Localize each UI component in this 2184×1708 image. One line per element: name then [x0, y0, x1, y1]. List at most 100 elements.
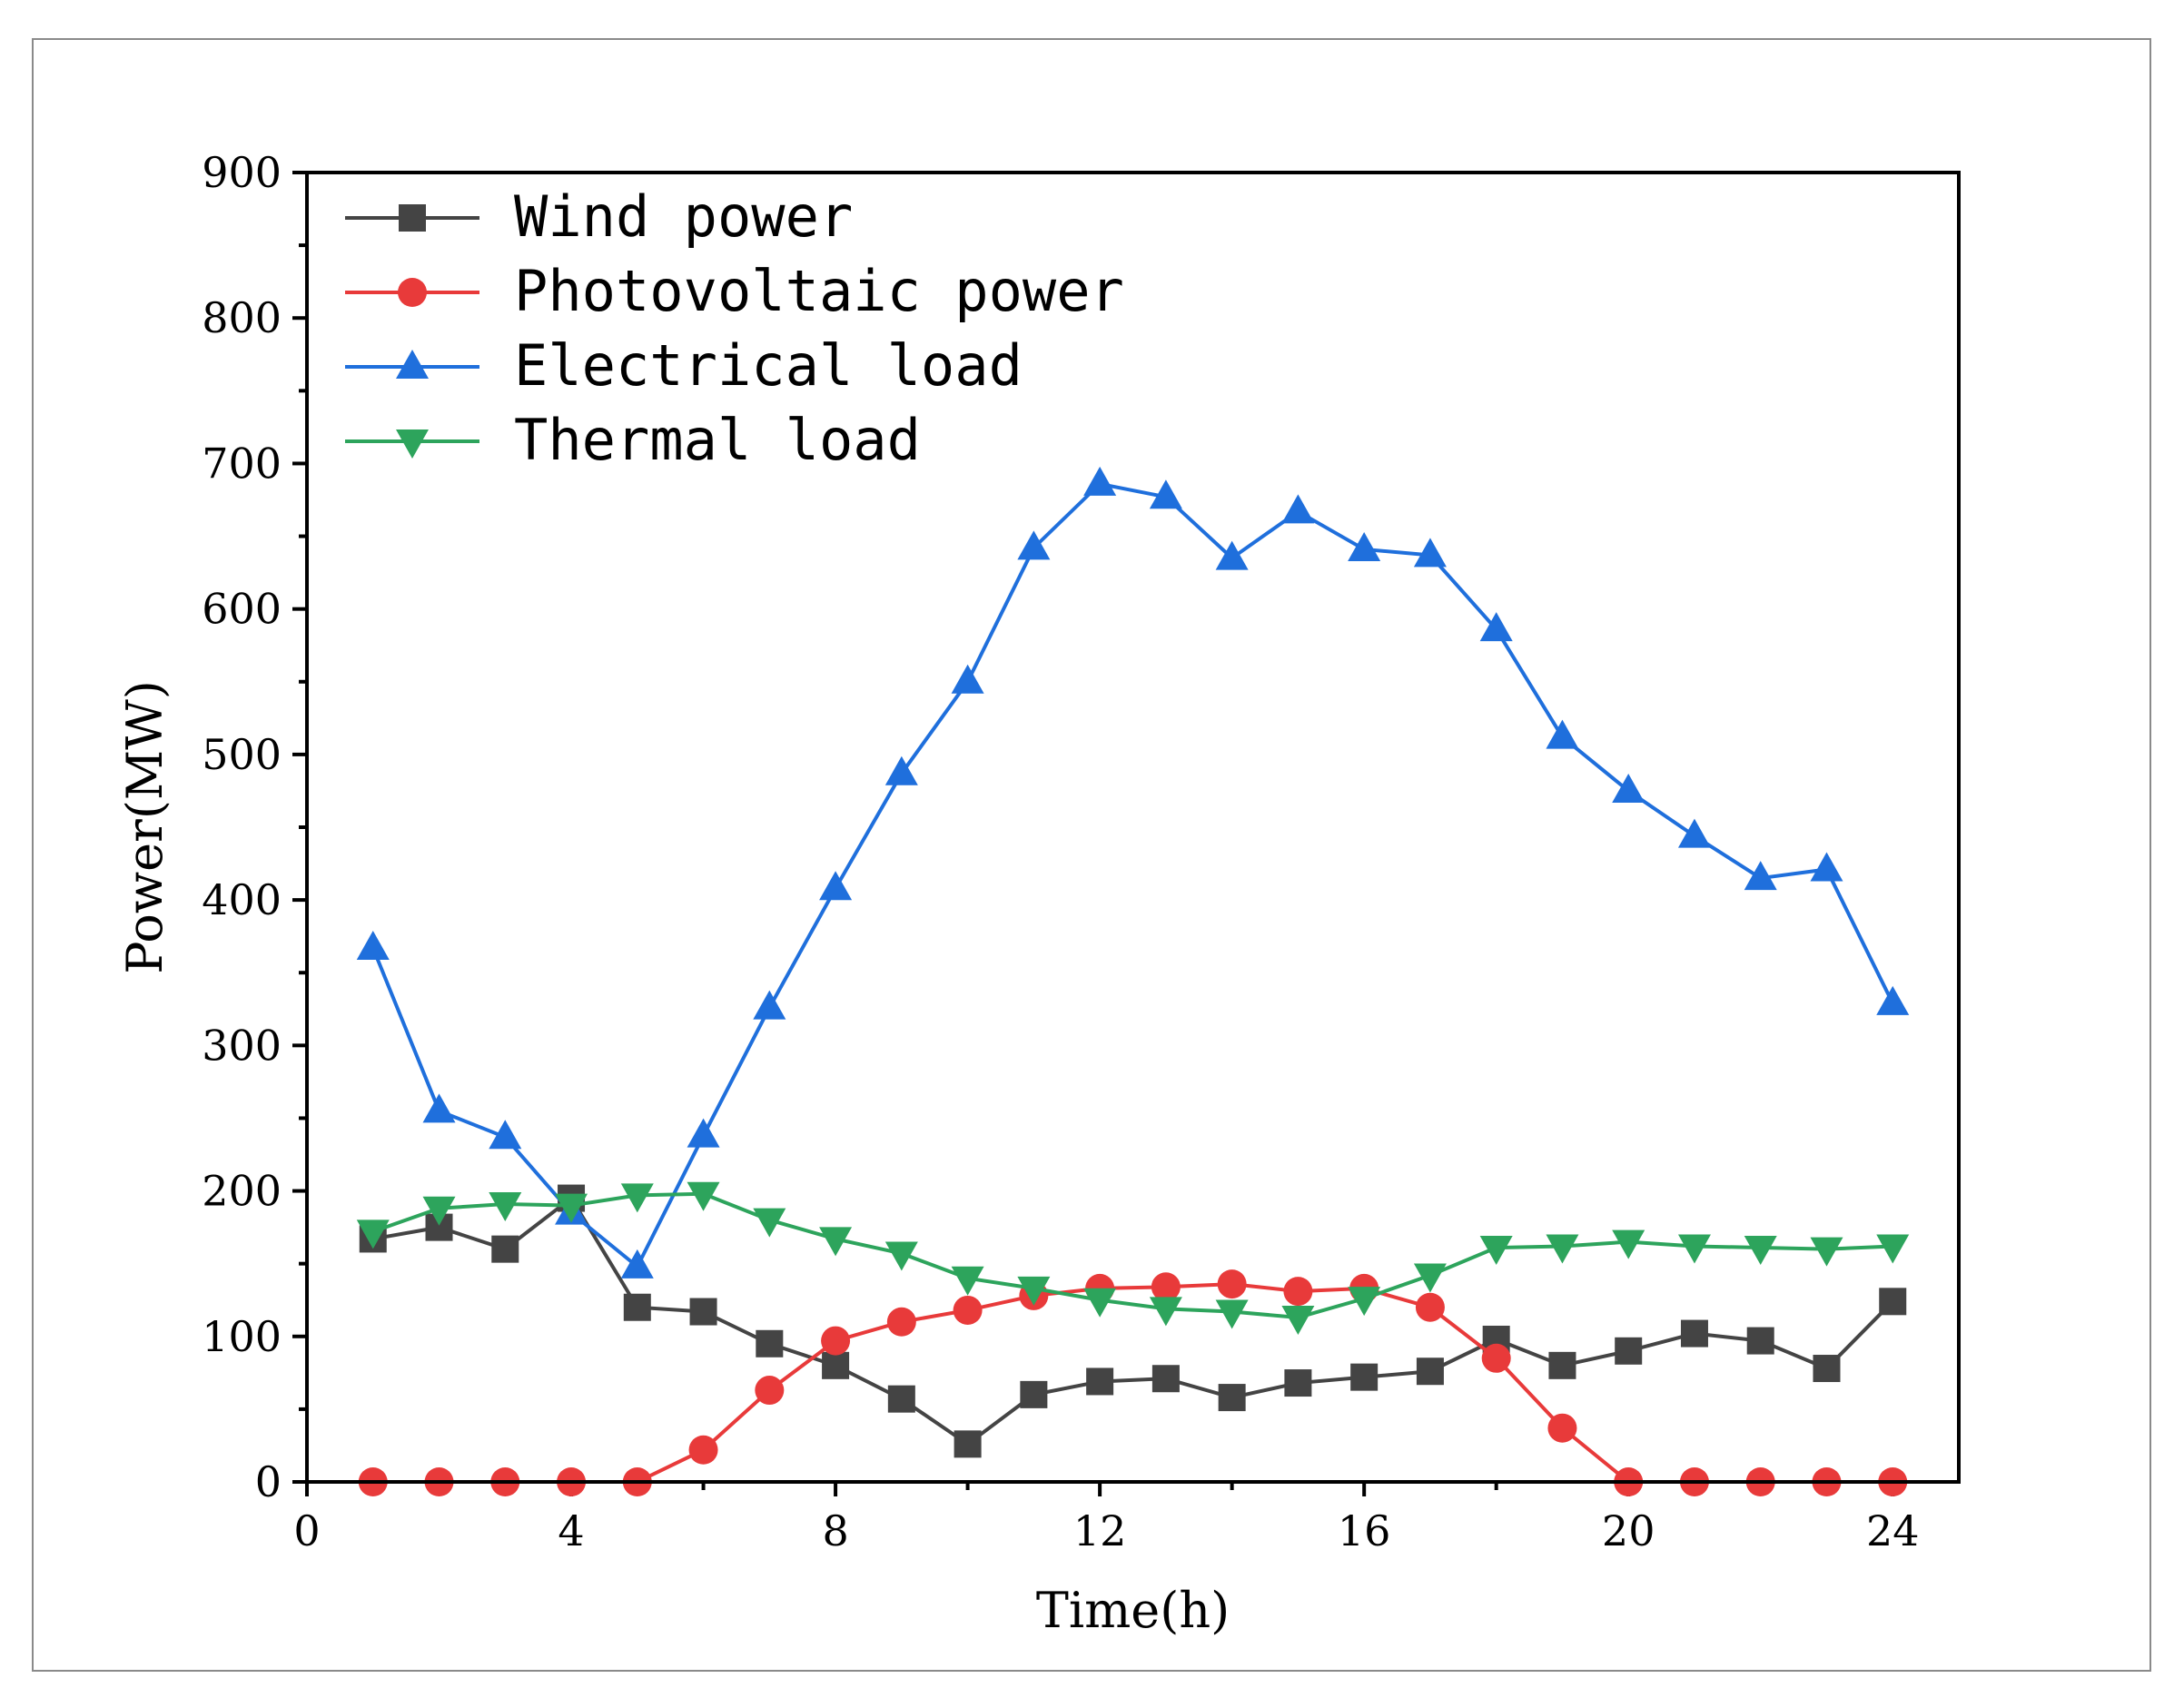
- data-point-wind-power: [1020, 1380, 1048, 1408]
- data-point-electrical-load: [1017, 530, 1051, 560]
- legend-marker: [399, 204, 426, 232]
- data-point-electrical-load: [1612, 773, 1645, 803]
- data-point-thermal-load: [422, 1196, 456, 1226]
- data-point-thermal-load: [1479, 1236, 1513, 1266]
- data-point-thermal-load: [620, 1183, 654, 1213]
- data-point-photovoltaic-power: [1283, 1277, 1313, 1307]
- data-point-electrical-load: [1546, 719, 1579, 749]
- data-point-photovoltaic-power: [1151, 1272, 1181, 1302]
- data-point-thermal-load: [951, 1266, 984, 1296]
- data-point-electrical-load: [1479, 612, 1513, 642]
- data-point-electrical-load: [819, 871, 853, 901]
- series-electrical-load: [356, 466, 1910, 1279]
- data-point-photovoltaic-power: [1481, 1343, 1511, 1373]
- x-tick-label: 8: [822, 1506, 848, 1555]
- legend-marker: [398, 278, 427, 307]
- y-tick-label: 0: [255, 1457, 282, 1506]
- x-axis-title: Time(h): [1036, 1582, 1230, 1639]
- data-point-electrical-load: [884, 755, 918, 785]
- legend: Wind power Photovoltaic power Electrical l…: [345, 183, 1124, 473]
- y-axis-title: Power(MW): [116, 680, 173, 974]
- y-tick-label: 800: [202, 293, 282, 342]
- data-point-photovoltaic-power: [755, 1376, 785, 1406]
- data-point-electrical-load: [1348, 531, 1381, 561]
- series-layer: [356, 466, 1910, 1496]
- data-point-electrical-load: [1677, 818, 1711, 848]
- data-point-wind-power: [887, 1385, 915, 1413]
- data-point-thermal-load: [687, 1181, 720, 1211]
- data-point-photovoltaic-power: [953, 1295, 983, 1325]
- legend-label: Thermal load: [514, 407, 921, 473]
- data-point-thermal-load: [1348, 1287, 1381, 1317]
- data-point-wind-power: [623, 1293, 651, 1321]
- data-point-thermal-load: [555, 1193, 588, 1223]
- legend-label: Wind power: [514, 183, 853, 250]
- data-point-thermal-load: [1215, 1299, 1249, 1329]
- x-tick-label: 20: [1602, 1506, 1655, 1555]
- data-point-thermal-load: [489, 1191, 522, 1221]
- data-point-electrical-load: [753, 990, 786, 1020]
- data-point-photovoltaic-power: [1217, 1269, 1247, 1299]
- data-point-wind-power: [1879, 1288, 1907, 1316]
- ticks-layer: 0 100 200 300 400 500 600 700 800 900 0 4 8 12 16 20 24: [202, 148, 1919, 1555]
- series-line-electrical-load: [371, 481, 1895, 1269]
- data-point-electrical-load: [356, 930, 390, 960]
- data-point-wind-power: [822, 1351, 850, 1379]
- data-point-wind-power: [1680, 1319, 1708, 1348]
- data-point-thermal-load: [1281, 1305, 1315, 1335]
- y-tick-label: 500: [202, 730, 282, 779]
- x-tick-label: 0: [293, 1506, 320, 1555]
- data-point-electrical-load: [687, 1118, 720, 1148]
- y-tick-label: 100: [202, 1312, 282, 1361]
- data-point-electrical-load: [1083, 466, 1117, 496]
- data-point-wind-power: [756, 1329, 784, 1358]
- y-tick-label: 400: [202, 875, 282, 924]
- data-point-thermal-load: [884, 1241, 918, 1271]
- data-point-photovoltaic-power: [821, 1326, 851, 1356]
- y-tick-label: 700: [202, 439, 282, 488]
- data-point-wind-power: [1548, 1351, 1576, 1379]
- data-point-wind-power: [1746, 1327, 1774, 1355]
- y-tick-label: 900: [202, 148, 282, 197]
- data-point-photovoltaic-power: [1415, 1292, 1445, 1322]
- data-point-thermal-load: [1810, 1237, 1843, 1267]
- data-point-thermal-load: [1083, 1288, 1117, 1318]
- data-point-thermal-load: [1677, 1234, 1711, 1264]
- y-tick-label: 300: [202, 1021, 282, 1070]
- series-wind-power: [359, 1184, 1907, 1458]
- data-point-thermal-load: [1149, 1297, 1182, 1327]
- data-point-electrical-load: [620, 1249, 654, 1279]
- data-point-photovoltaic-power: [688, 1435, 718, 1465]
- legend-item-photovoltaic-power: Photovoltaic power: [345, 258, 1124, 324]
- data-point-electrical-load: [1876, 985, 1910, 1015]
- data-point-electrical-load: [1413, 538, 1447, 568]
- data-point-electrical-load: [1744, 861, 1777, 891]
- data-point-thermal-load: [1546, 1234, 1579, 1264]
- data-point-wind-power: [1416, 1358, 1444, 1386]
- x-tick-label: 12: [1073, 1506, 1127, 1555]
- y-tick-label: 200: [202, 1167, 282, 1216]
- data-point-thermal-load: [1744, 1236, 1777, 1266]
- data-point-wind-power: [954, 1430, 982, 1458]
- data-point-thermal-load: [819, 1227, 853, 1257]
- legend-label: Photovoltaic power: [514, 258, 1124, 324]
- data-point-electrical-load: [1281, 494, 1315, 524]
- x-tick-label: 24: [1866, 1506, 1920, 1555]
- data-point-electrical-load: [951, 664, 984, 694]
- data-point-electrical-load: [1215, 540, 1249, 570]
- data-point-wind-power: [1218, 1384, 1246, 1412]
- data-point-electrical-load: [1149, 479, 1182, 509]
- series-line-photovoltaic-power: [372, 1282, 1893, 1484]
- data-point-wind-power: [1350, 1363, 1379, 1391]
- series-line-thermal-load: [372, 1191, 1893, 1319]
- data-point-wind-power: [1813, 1355, 1841, 1383]
- data-point-electrical-load: [1810, 852, 1843, 882]
- y-tick-label: 600: [202, 585, 282, 634]
- data-point-photovoltaic-power: [1547, 1413, 1577, 1443]
- data-point-thermal-load: [1876, 1234, 1910, 1264]
- legend-item-wind-power: Wind power: [345, 183, 853, 250]
- series-thermal-load: [356, 1181, 1910, 1335]
- legend-label: Electrical load: [514, 332, 1023, 399]
- data-point-thermal-load: [1612, 1229, 1645, 1259]
